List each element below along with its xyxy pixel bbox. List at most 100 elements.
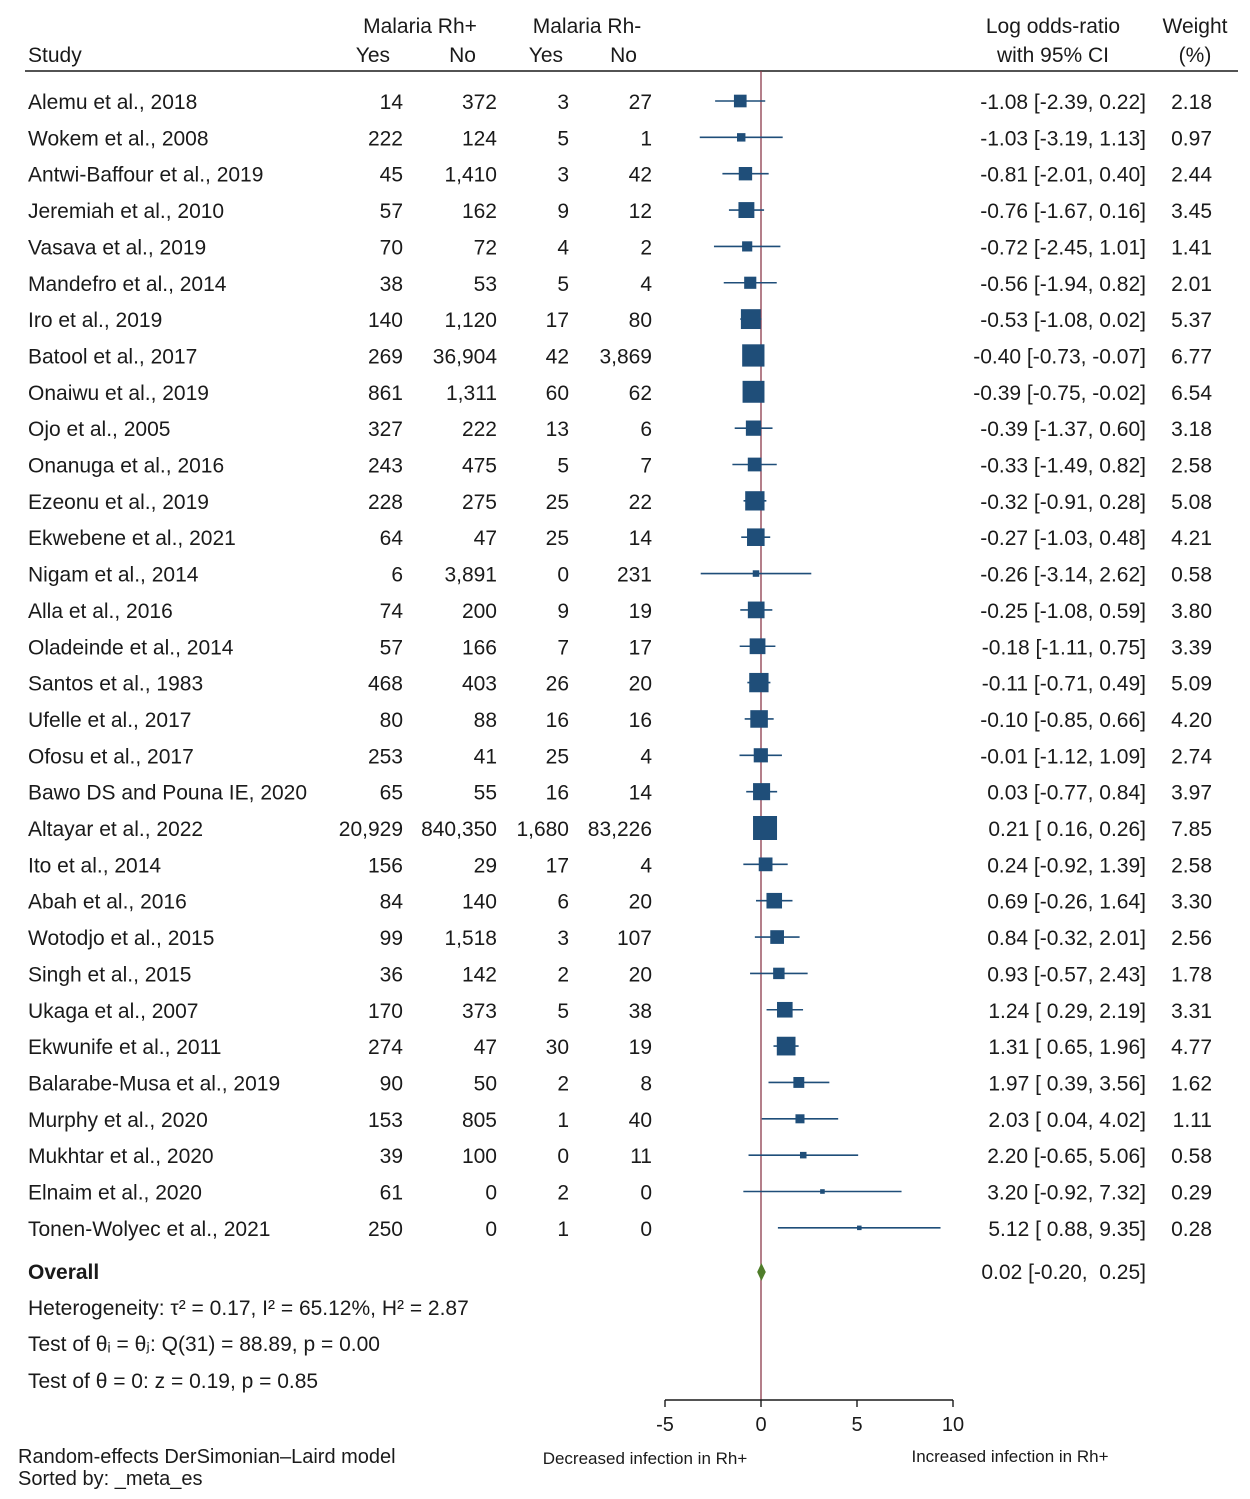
rh-pos-no-value: 47 xyxy=(474,1036,497,1059)
rh-neg-no-value: 0 xyxy=(640,1182,652,1205)
rh-neg-yes-value: 16 xyxy=(546,709,569,732)
rh-pos-no-value: 166 xyxy=(462,636,497,659)
study-name: Vasava et al., 2019 xyxy=(28,236,206,259)
rh-pos-no-value: 222 xyxy=(462,418,497,441)
rh-neg-yes-value: 5 xyxy=(557,127,569,150)
rh-neg-no-value: 19 xyxy=(629,600,652,623)
rh-neg-yes-value: 1,680 xyxy=(516,818,569,841)
rh-pos-no-value: 475 xyxy=(462,455,497,478)
weight-value: 3.31 xyxy=(1171,1000,1212,1023)
rh-neg-no-value: 20 xyxy=(629,673,652,696)
rh-neg-yes-value: 2 xyxy=(557,1072,569,1095)
rh-neg-no-value: 3,869 xyxy=(599,345,652,368)
weight-value: 0.97 xyxy=(1171,127,1212,150)
rh-neg-no-value: 20 xyxy=(629,891,652,914)
study-name: Bawo DS and Pouna IE, 2020 xyxy=(28,782,307,805)
weight-value: 2.74 xyxy=(1171,745,1212,768)
rh-pos-no-value: 373 xyxy=(462,1000,497,1023)
weight-value: 3.18 xyxy=(1171,418,1212,441)
header-study: Study xyxy=(28,44,82,67)
effect-marker xyxy=(744,276,757,289)
rh-neg-yes-value: 42 xyxy=(546,345,569,368)
effect-ci-text: -0.39 [-0.75, -0.02] xyxy=(973,382,1146,405)
rh-neg-no-value: 20 xyxy=(629,963,652,986)
effect-ci-text: -0.72 [-2.45, 1.01] xyxy=(980,236,1146,259)
rh-pos-no-value: 140 xyxy=(462,891,497,914)
rh-neg-no-value: 16 xyxy=(629,709,652,732)
rh-neg-no-value: 231 xyxy=(617,564,652,587)
weight-value: 3.97 xyxy=(1171,782,1212,805)
study-name: Mandefro et al., 2014 xyxy=(28,273,227,296)
effect-marker xyxy=(753,783,771,801)
study-name: Onanuga et al., 2016 xyxy=(28,455,224,478)
rh-pos-no-value: 124 xyxy=(462,127,497,150)
rh-neg-yes-value: 60 xyxy=(546,382,569,405)
study-name: Ofosu et al., 2017 xyxy=(28,745,194,768)
rh-neg-no-value: 80 xyxy=(629,309,652,332)
header-rh-neg-yes: Yes xyxy=(529,44,563,67)
study-name: Elnaim et al., 2020 xyxy=(28,1182,202,1205)
rh-pos-yes-value: 156 xyxy=(368,854,403,877)
x-tick-label: -5 xyxy=(656,1414,674,1436)
rh-neg-yes-value: 3 xyxy=(557,927,569,950)
rh-neg-yes-value: 1 xyxy=(557,1218,569,1241)
effect-ci-text: 1.31 [ 0.65, 1.96] xyxy=(988,1036,1146,1059)
weight-value: 2.56 xyxy=(1171,927,1212,950)
weight-value: 6.77 xyxy=(1171,345,1212,368)
effect-marker xyxy=(776,1036,796,1056)
study-name: Ito et al., 2014 xyxy=(28,854,161,877)
rh-pos-no-value: 53 xyxy=(474,273,497,296)
rh-pos-yes-value: 153 xyxy=(368,1109,403,1132)
rh-pos-yes-value: 228 xyxy=(368,491,403,514)
effect-marker xyxy=(745,491,765,511)
effect-ci-text: -0.18 [-1.11, 0.75] xyxy=(982,636,1146,659)
rh-neg-yes-value: 3 xyxy=(557,164,569,187)
rh-neg-no-value: 42 xyxy=(629,164,652,187)
rh-pos-yes-value: 250 xyxy=(368,1218,403,1241)
study-name: Abah et al., 2016 xyxy=(28,891,187,914)
effect-marker xyxy=(770,930,784,944)
rh-pos-yes-value: 70 xyxy=(380,236,403,259)
weight-value: 2.58 xyxy=(1171,854,1212,877)
effect-ci-text: -0.26 [-3.14, 2.62] xyxy=(980,564,1146,587)
effect-ci-text: 0.03 [-0.77, 0.84] xyxy=(987,782,1146,805)
effect-marker xyxy=(750,710,768,728)
effect-marker xyxy=(777,1001,793,1018)
rh-pos-yes-value: 222 xyxy=(368,127,403,150)
rh-neg-yes-value: 5 xyxy=(557,273,569,296)
rh-pos-yes-value: 243 xyxy=(368,455,403,478)
rh-pos-no-value: 403 xyxy=(462,673,497,696)
x-tick-label: 0 xyxy=(755,1414,766,1436)
weight-value: 0.28 xyxy=(1171,1218,1212,1241)
effect-marker xyxy=(733,94,747,108)
header-weight-line1: Weight xyxy=(1163,15,1228,38)
weight-value: 3.39 xyxy=(1171,636,1212,659)
effect-marker xyxy=(820,1189,825,1194)
rh-neg-yes-value: 1 xyxy=(557,1109,569,1132)
study-name: Singh et al., 2015 xyxy=(28,963,191,986)
rh-pos-no-value: 1,120 xyxy=(444,309,497,332)
effect-ci-text: -1.08 [-2.39, 0.22] xyxy=(980,91,1146,114)
x-tick-label: 5 xyxy=(851,1414,862,1436)
effect-ci-text: 0.69 [-0.26, 1.64] xyxy=(987,891,1146,914)
weight-value: 2.01 xyxy=(1171,273,1212,296)
weight-value: 7.85 xyxy=(1171,818,1212,841)
weight-value: 2.18 xyxy=(1171,91,1212,114)
effect-ci-text: -0.81 [-2.01, 0.40] xyxy=(980,164,1146,187)
effect-marker xyxy=(753,816,778,840)
effect-marker xyxy=(747,601,765,619)
axis-label-decreased: Decreased infection in Rh+ xyxy=(543,1449,748,1468)
rh-neg-no-value: 83,226 xyxy=(588,818,652,841)
effect-ci-text: -0.40 [-0.73, -0.07] xyxy=(973,345,1146,368)
effect-ci-text: -1.03 [-3.19, 1.13] xyxy=(980,127,1146,150)
rh-pos-no-value: 200 xyxy=(462,600,497,623)
effect-ci-text: -0.10 [-0.85, 0.66] xyxy=(980,709,1146,732)
overall-label: Overall xyxy=(28,1261,99,1284)
rh-pos-no-value: 88 xyxy=(474,709,497,732)
weight-value: 1.62 xyxy=(1171,1072,1212,1095)
effect-marker xyxy=(747,528,765,546)
rh-pos-yes-value: 61 xyxy=(380,1182,403,1205)
effect-ci-text: 3.20 [-0.92, 7.32] xyxy=(987,1182,1146,1205)
weight-value: 1.78 xyxy=(1171,963,1212,986)
weight-value: 4.21 xyxy=(1171,527,1212,550)
